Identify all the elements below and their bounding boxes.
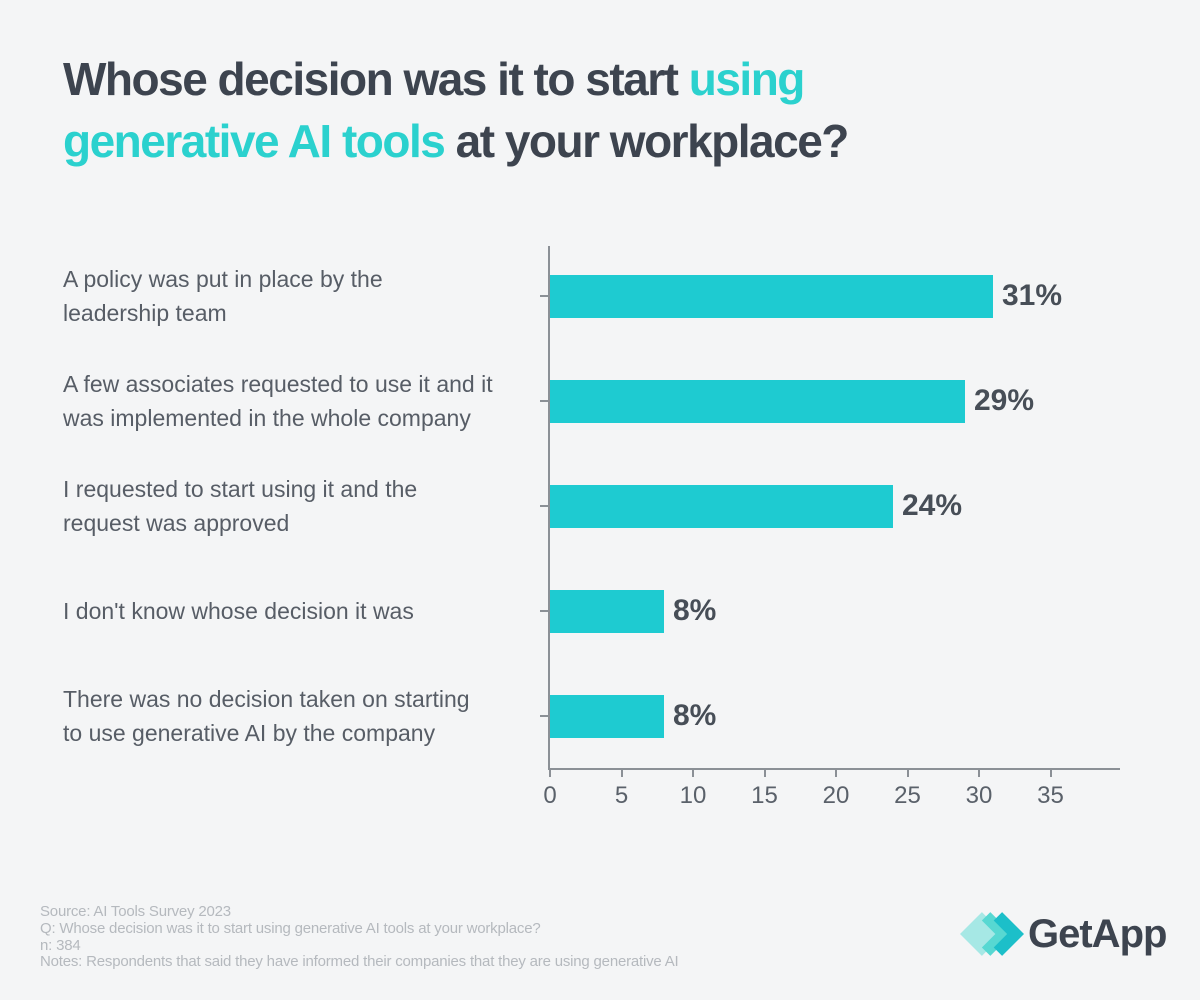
x-axis-tick (835, 768, 837, 777)
value-label: 24% (902, 489, 963, 522)
category-label: A policy was put in place by the leaders… (63, 266, 383, 326)
getapp-logo-text: GetApp (1028, 911, 1167, 956)
y-axis-tick (540, 715, 548, 717)
x-axis-tick-label: 0 (543, 782, 557, 809)
bar-chart: A policy was put in place by the leaders… (0, 246, 1200, 809)
x-axis-tick (978, 768, 980, 777)
title-text-accent-1: using (688, 53, 806, 105)
getapp-logo-mark-icon (960, 912, 1024, 956)
category-label: I don't know whose decision it was (63, 598, 414, 624)
bar (550, 694, 664, 738)
bar (550, 589, 664, 633)
category-label: I requested to start using it and the re… (63, 476, 418, 536)
x-axis-line (548, 768, 1120, 770)
title-text-accent-2: generative AI tools (63, 115, 446, 167)
bar (550, 379, 965, 423)
x-axis-tick (692, 768, 694, 777)
chart-title: Whose decision was it to start using gene… (63, 48, 1143, 172)
footnote-source: Source: AI Tools Survey 2023 (40, 903, 231, 920)
bar (550, 274, 993, 318)
value-label: 8% (673, 699, 717, 732)
x-axis-tick-label: 35 (1037, 782, 1064, 809)
x-axis-tick-label: 5 (614, 782, 629, 809)
x-axis-tick-label: 15 (751, 782, 778, 809)
category-label: A few associates requested to use it and… (63, 371, 493, 431)
bar (550, 484, 893, 528)
value-label: 31% (1002, 279, 1063, 312)
x-axis-tick-label: 20 (822, 782, 850, 809)
x-axis-tick (906, 768, 909, 777)
x-axis-tick (763, 768, 766, 777)
y-axis-tick (540, 505, 548, 507)
x-axis-tick (549, 768, 551, 777)
footnotes: Source: AI Tools Survey 2023 Q: Whose de… (40, 903, 679, 971)
footnote-notes: Notes: Respondents that said they have i… (40, 953, 679, 971)
title-text-dark-2: at your workplace? (444, 115, 850, 167)
y-axis-tick (540, 295, 548, 297)
value-label: 8% (673, 594, 717, 627)
x-axis-tick-label: 25 (894, 782, 921, 809)
category-label: There was no decision taken on starting … (63, 686, 470, 746)
y-axis-tick (540, 400, 548, 402)
value-label: 29% (974, 384, 1035, 417)
title-text-dark-1: Whose decision was it to start (63, 53, 689, 105)
y-axis-line (548, 246, 550, 770)
getapp-logo: GetApp (960, 906, 1167, 962)
x-axis-tick-label: 30 (965, 782, 993, 809)
footnote-question: Q: Whose decision was it to start using … (40, 919, 541, 937)
x-axis-tick (620, 768, 623, 777)
y-axis-tick (540, 610, 548, 612)
footnote-sample-size: n: 384 (40, 936, 81, 954)
x-axis-tick-label: 10 (679, 782, 707, 809)
x-axis-tick (1049, 768, 1052, 777)
